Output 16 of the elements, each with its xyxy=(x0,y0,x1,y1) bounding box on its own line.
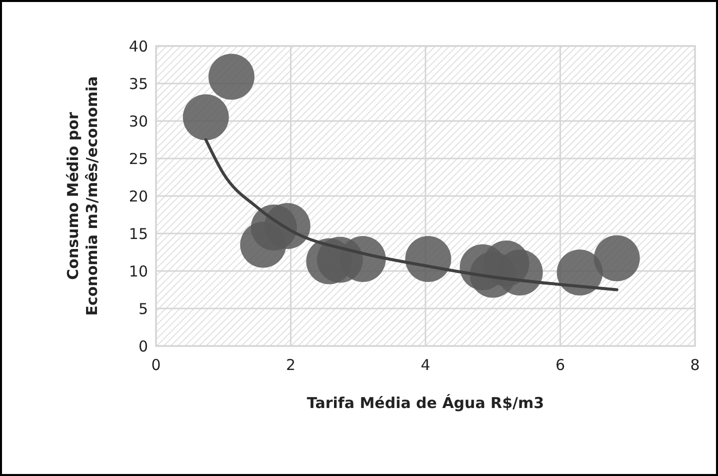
x-tick-label: 4 xyxy=(420,356,430,374)
x-tick-label: 6 xyxy=(555,356,566,374)
y-tick-label: 30 xyxy=(128,112,148,130)
y-tick-label: 20 xyxy=(128,187,148,206)
y-tick-label: 0 xyxy=(138,337,148,356)
y-tick-label: 25 xyxy=(128,150,148,168)
x-tick-label: 8 xyxy=(690,356,700,374)
x-axis-title: Tarifa Média de Água R$/m3 xyxy=(306,394,544,412)
y-tick-label: 5 xyxy=(138,300,148,318)
y-axis-title: Consumo Médio por Economia m3/mês/economia xyxy=(64,76,101,316)
x-tick-label: 2 xyxy=(286,356,296,374)
y-tick-label: 15 xyxy=(128,224,148,243)
x-tick-label: 0 xyxy=(151,356,161,374)
y-tick-label: 10 xyxy=(128,262,148,280)
y-tick-label: 40 xyxy=(128,37,148,56)
y-tick-label: 35 xyxy=(128,74,148,93)
